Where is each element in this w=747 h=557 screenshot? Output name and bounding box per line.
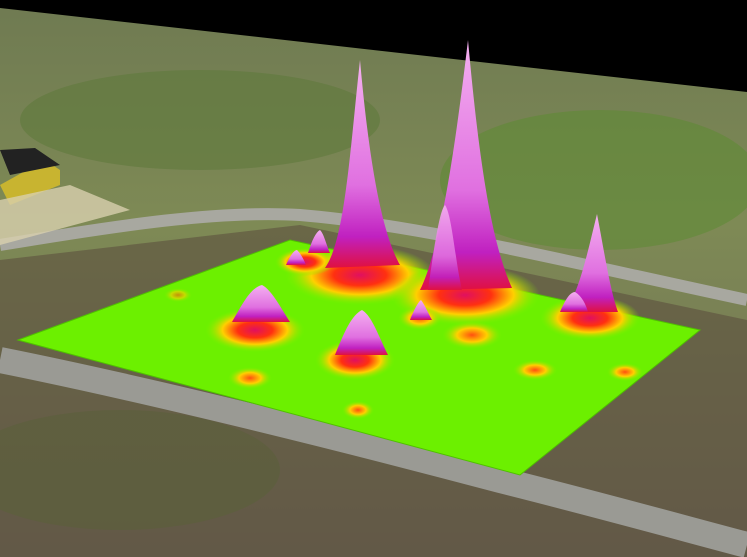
sky-void: [0, 0, 747, 92]
peak: [325, 60, 400, 268]
heat-zone: [164, 288, 192, 302]
building: [0, 160, 60, 205]
peak: [560, 292, 588, 312]
heat-zone: [442, 321, 502, 349]
peak: [410, 300, 432, 320]
peak: [308, 230, 330, 253]
peak: [335, 310, 388, 355]
heat-zone: [342, 401, 374, 419]
vegetation: [20, 70, 380, 170]
heat-zone: [607, 363, 643, 381]
peak: [428, 205, 462, 290]
road: [0, 347, 747, 557]
peak: [286, 250, 306, 265]
peak: [565, 214, 618, 312]
peak: [232, 285, 290, 322]
heat-zone: [513, 360, 557, 380]
vegetation: [440, 110, 747, 250]
building-roof: [0, 148, 60, 175]
sand-patch: [0, 185, 130, 245]
heat-zone: [228, 367, 272, 389]
heat-zone: [275, 248, 335, 276]
